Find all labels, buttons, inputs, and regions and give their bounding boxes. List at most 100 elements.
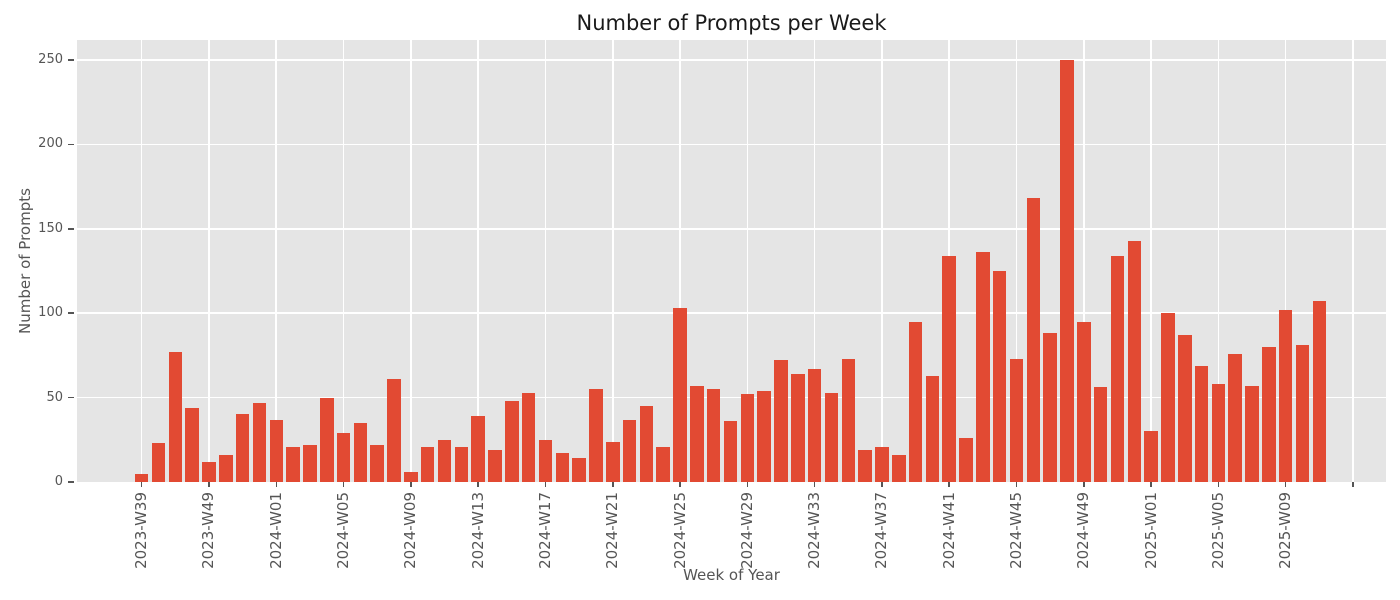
bar [706, 389, 721, 482]
h-gridline [77, 228, 1386, 230]
bar [824, 392, 839, 482]
bar [723, 421, 738, 482]
x-tick-label: 2024-W05 [334, 492, 353, 569]
bar [1262, 346, 1276, 482]
bar [858, 449, 872, 482]
x-tick-mark [544, 482, 547, 487]
x-tick-label: 2024-W41 [939, 492, 958, 569]
bar [1228, 353, 1242, 482]
x-tick-mark [679, 482, 681, 487]
bar [1178, 335, 1192, 482]
bar [505, 400, 519, 482]
bar [269, 419, 284, 482]
bar [521, 392, 536, 482]
bar [555, 453, 570, 482]
v-gridline [140, 40, 143, 482]
y-tick-label: 250 [38, 52, 63, 67]
x-axis-label: Week of Year [683, 566, 780, 584]
bar [1060, 60, 1074, 482]
bar [589, 389, 603, 482]
v-gridline [342, 40, 345, 482]
x-tick-label: 2024-W49 [1074, 492, 1093, 569]
x-tick-label: 2024-W33 [805, 492, 824, 569]
bar [606, 441, 620, 482]
bar [992, 271, 1007, 482]
x-tick-mark [612, 482, 614, 487]
x-tick-label: 2024-W09 [401, 492, 420, 569]
chart-title: Number of Prompts per Week [576, 11, 887, 35]
v-gridline [1083, 40, 1085, 482]
plot-area [77, 40, 1386, 482]
x-tick-label: 2024-W25 [670, 492, 689, 569]
bar [1077, 321, 1091, 482]
v-gridline [1015, 40, 1018, 482]
y-axis-label: Number of Prompts [16, 188, 34, 334]
x-tick-mark [140, 482, 143, 487]
bar [134, 473, 149, 482]
bar [336, 433, 351, 482]
bar [387, 379, 401, 482]
v-gridline [1284, 40, 1287, 482]
x-tick-label: 2025-W05 [1208, 492, 1227, 569]
bar [219, 455, 233, 482]
bar [252, 402, 267, 482]
x-tick-mark [275, 482, 278, 487]
v-gridline [1150, 40, 1152, 482]
bar [420, 446, 435, 482]
x-tick-mark [1150, 482, 1152, 487]
x-tick-mark [410, 482, 412, 487]
v-gridline [1217, 40, 1220, 482]
x-tick-label: 2024-W01 [266, 492, 285, 569]
x-tick-mark [1284, 482, 1287, 487]
x-tick-label: 2024-W45 [1007, 492, 1026, 569]
bar [1127, 240, 1142, 482]
bar [1009, 358, 1024, 482]
v-gridline [813, 40, 816, 482]
bar [892, 455, 906, 482]
y-tick-label: 0 [54, 474, 63, 489]
bar [959, 438, 973, 482]
bar [286, 446, 300, 482]
bar [454, 446, 469, 482]
bar [639, 406, 654, 482]
y-tick-label: 200 [38, 136, 63, 152]
x-tick-mark [1015, 482, 1018, 487]
v-gridline [410, 40, 412, 482]
v-gridline [679, 40, 681, 482]
bar [1194, 365, 1209, 482]
x-tick-label: 2023-W49 [199, 492, 218, 569]
y-tick-mark [67, 143, 74, 146]
bar [807, 368, 822, 482]
bar [1278, 309, 1293, 482]
h-gridline [77, 396, 1386, 399]
y-tick-mark [67, 59, 74, 61]
bar [690, 385, 704, 482]
y-tick-mark [67, 228, 74, 230]
bar [757, 390, 771, 482]
bar [976, 252, 990, 482]
bar [622, 419, 637, 482]
bar [1110, 255, 1125, 482]
bar [353, 422, 368, 482]
y-tick-label: 150 [38, 220, 63, 236]
bar [235, 414, 250, 482]
x-tick-label: 2024-W37 [872, 492, 891, 569]
y-tick-label: 100 [38, 305, 63, 321]
bar [774, 360, 788, 482]
bar [740, 394, 755, 482]
bar [320, 397, 334, 482]
bar [942, 255, 956, 482]
v-gridline [275, 40, 278, 482]
bar [908, 321, 923, 482]
x-tick-label: 2024-W21 [603, 492, 622, 569]
bar [538, 439, 553, 482]
x-tick-label: 2023-W39 [132, 492, 151, 569]
bar [488, 449, 502, 482]
bar [471, 416, 485, 482]
x-tick-mark [948, 482, 950, 487]
bar [572, 458, 586, 482]
x-tick-mark [208, 482, 210, 487]
h-gridline [77, 143, 1386, 146]
x-tick-label: 2024-W29 [737, 492, 756, 569]
